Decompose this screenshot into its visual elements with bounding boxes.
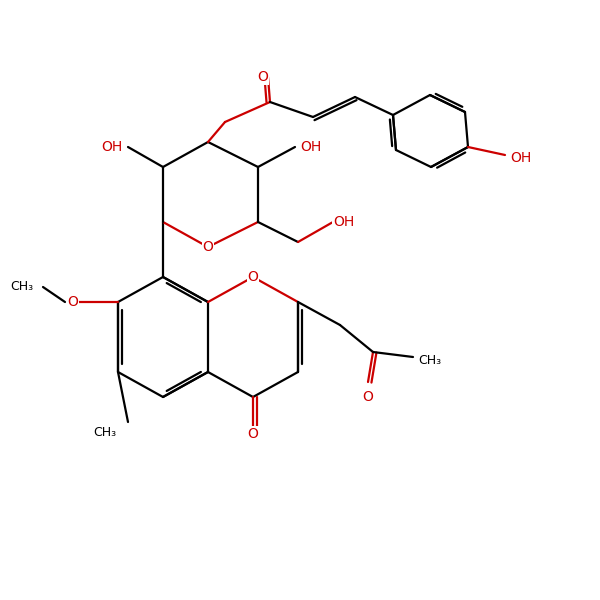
Text: O: O bbox=[257, 70, 268, 84]
Text: CH₃: CH₃ bbox=[418, 353, 441, 367]
Text: CH₃: CH₃ bbox=[93, 425, 116, 439]
Text: OH: OH bbox=[333, 215, 354, 229]
Text: OH: OH bbox=[102, 140, 123, 154]
Text: O: O bbox=[248, 427, 259, 441]
Text: O: O bbox=[362, 390, 373, 404]
Text: O: O bbox=[203, 240, 214, 254]
Text: O: O bbox=[68, 295, 79, 309]
Text: OH: OH bbox=[300, 140, 321, 154]
Text: O: O bbox=[248, 270, 259, 284]
Text: OH: OH bbox=[510, 151, 531, 165]
Text: CH₃: CH₃ bbox=[10, 280, 33, 293]
